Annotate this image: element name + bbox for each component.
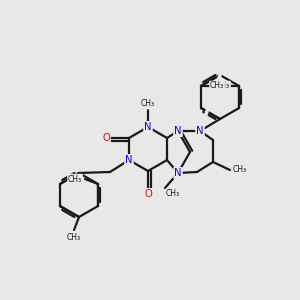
Text: N: N: [174, 126, 182, 136]
Text: N: N: [144, 122, 152, 132]
Text: O: O: [144, 189, 152, 199]
Text: CH₃: CH₃: [216, 82, 230, 91]
Text: CH₃: CH₃: [233, 166, 247, 175]
Text: O: O: [102, 133, 110, 143]
Text: CH₃: CH₃: [210, 82, 224, 91]
Text: N: N: [174, 168, 182, 178]
Text: CH₃: CH₃: [166, 190, 180, 199]
Text: CH₃: CH₃: [67, 233, 81, 242]
Text: CH₃: CH₃: [141, 100, 155, 109]
Text: N: N: [125, 155, 133, 165]
Text: N: N: [196, 126, 204, 136]
Text: CH₃: CH₃: [68, 175, 82, 184]
